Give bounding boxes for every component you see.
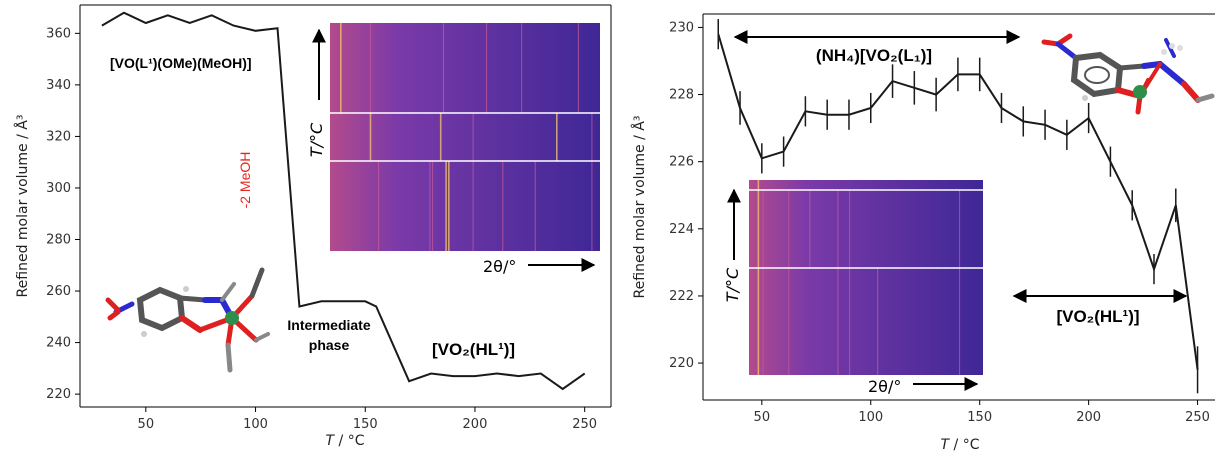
left-y-tick-label: 240 [46, 336, 71, 351]
left-inset-y-label: T/°C [307, 122, 326, 157]
left-series-line [101, 11, 586, 391]
right-y-tick-label: 224 [669, 222, 694, 237]
left-x-tick-label: 150 [353, 417, 378, 432]
right-molecule-illustration [1041, 33, 1215, 115]
left-chart: 50 100 150 200 250 220 240 260 280 300 320 340 360 R… [14, 4, 612, 449]
right-y-tick-label: 226 [669, 155, 694, 170]
left-y-tick-label: 260 [46, 284, 71, 299]
left-x-tick-label: 200 [463, 417, 488, 432]
left-annotation-phase2: [VO₂(HL¹)] [432, 340, 515, 359]
right-series-line [717, 33, 1199, 370]
left-x-axis-title: T / °C [326, 433, 365, 449]
left-annotation-intermediate-1: Intermediate [287, 317, 370, 333]
right-x-tick-label: 250 [1185, 410, 1210, 425]
left-x-tick-label: 100 [243, 417, 268, 432]
right-x-tick-label: 100 [858, 410, 883, 425]
right-heatmap-image [749, 180, 983, 375]
right-annotation-phase1: (NH₄)[VO₂(L₁)] [816, 46, 932, 65]
right-inset-y-label: T/°C [723, 267, 742, 302]
left-ticks: 50 100 150 200 250 220 240 260 280 300 320 340 360 [46, 26, 597, 432]
right-x-tick-label: 50 [754, 410, 771, 425]
left-y-tick-label: 340 [46, 78, 71, 93]
left-y-axis-title: Refined molar volume / Å³ [14, 115, 31, 298]
left-annotation-meoh-loss: -2 MeOH [237, 152, 253, 209]
left-y-tick-label: 360 [46, 26, 71, 41]
right-y-tick-label: 220 [669, 356, 694, 371]
left-annotation-intermediate-2: phase [309, 337, 350, 353]
right-annotation-phase2: [VO₂(HL¹)] [1056, 307, 1139, 326]
left-annotation-phase1: [VO(L¹)(OMe)(MeOH)] [110, 55, 252, 71]
right-x-tick-label: 150 [967, 410, 992, 425]
right-inset-heatmap: T/°C 2θ/° [723, 180, 983, 396]
right-y-tick-label: 222 [669, 289, 694, 304]
right-chart: 50 100 150 200 250 220 222 224 226 228 230 Refined… [631, 13, 1215, 453]
left-y-tick-label: 320 [46, 129, 71, 144]
left-heatmap-image [330, 23, 600, 251]
right-ticks: 50 100 150 200 250 220 222 224 226 228 230 [669, 20, 1210, 425]
left-y-tick-label: 280 [46, 233, 71, 248]
left-x-tick-label: 50 [138, 417, 155, 432]
right-x-tick-label: 200 [1076, 410, 1101, 425]
right-x-axis-title: T / °C [941, 437, 980, 453]
right-inset-x-label: 2θ/° [868, 377, 901, 396]
right-y-tick-label: 228 [669, 88, 694, 103]
left-heatmap-reflections [339, 23, 593, 251]
left-molecule-illustration [105, 267, 270, 373]
right-heatmap-reflections [757, 180, 961, 375]
left-y-tick-label: 220 [46, 387, 71, 402]
right-y-tick-label: 230 [669, 20, 694, 35]
left-x-tick-label: 250 [572, 417, 597, 432]
right-y-axis-title: Refined molar volume / Å³ [631, 116, 648, 299]
left-y-tick-label: 300 [46, 181, 71, 196]
left-inset-heatmap: T/°C 2θ/° [307, 23, 600, 276]
left-inset-x-label: 2θ/° [483, 257, 516, 276]
